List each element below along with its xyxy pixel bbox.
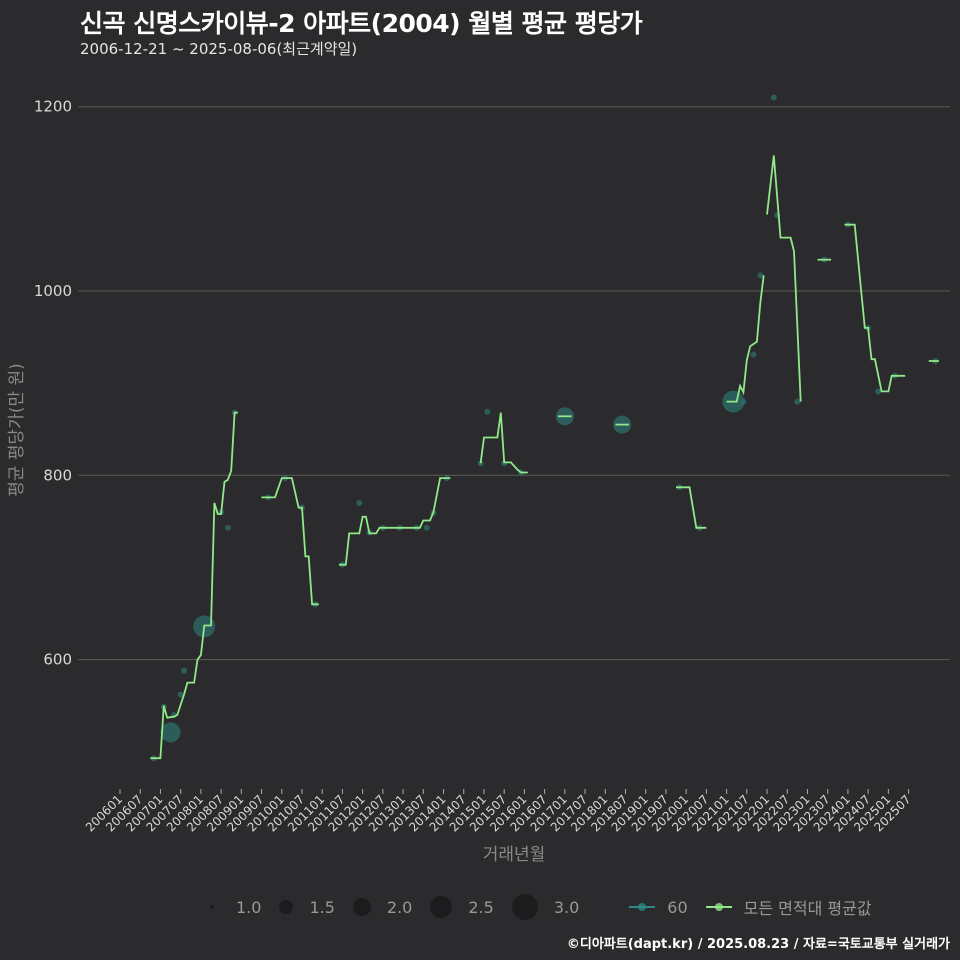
data-point: [875, 388, 882, 395]
data-point: [750, 351, 757, 358]
size-dot-icon: [352, 898, 371, 916]
average-price-line: [844, 223, 906, 393]
average-price-line: [261, 477, 319, 606]
legend-size-3: 3.0: [511, 894, 579, 920]
data-point: [160, 722, 181, 743]
y-tick-label: 600: [43, 651, 72, 669]
source-credit: ©디아파트(dapt.kr) / 2025.08.23 / 자료=국토교통부 실…: [566, 937, 950, 952]
data-point: [177, 691, 184, 698]
legend-size-2-5: 2.5: [430, 896, 494, 918]
legend-size-1-5: 1.5: [279, 898, 335, 917]
legend: 1.0 1.5 2.0 2.5 3.0 60 모든 면적대 평균값: [205, 893, 890, 921]
average-price-line: [766, 155, 802, 402]
size-dot-icon: [210, 905, 214, 909]
data-point: [770, 94, 777, 101]
y-axis: 600 800 1000 1200: [34, 98, 72, 669]
y-tick-label: 1000: [34, 282, 72, 300]
size-dot-icon: [430, 896, 453, 918]
data-point: [181, 667, 188, 674]
size-dot-icon: [279, 900, 294, 914]
legend-size-1: 1.0: [205, 898, 261, 917]
average-price-line: [150, 411, 238, 760]
average-price-line: [479, 412, 528, 474]
y-axis-label: 평균 평당가(만 원): [7, 363, 27, 497]
data-point: [224, 524, 231, 531]
data-point: [484, 408, 491, 415]
data-point: [423, 524, 430, 531]
x-axis-label: 거래년월: [483, 845, 546, 865]
data-point: [740, 398, 747, 405]
average-line: [150, 155, 939, 760]
data-point: [356, 499, 363, 506]
data-point: [794, 398, 801, 405]
y-tick-label: 1200: [34, 98, 72, 116]
average-price-line: [726, 275, 765, 403]
line-marker-icon: [705, 903, 732, 911]
average-price-line: [339, 477, 451, 566]
data-point: [477, 460, 484, 467]
x-axis: 2006012006072007012007072008012008072009…: [83, 789, 914, 835]
data-points: [150, 94, 939, 762]
legend-series-60: 60: [629, 898, 688, 917]
line-marker-icon: [629, 903, 656, 911]
average-price-line: [676, 486, 707, 529]
data-point: [757, 272, 764, 279]
chart-title: 신곡 신명스카이뷰-2 아파트(2004) 월별 평균 평당가: [80, 9, 643, 38]
grid-lines: [78, 106, 950, 661]
legend-series-average: 모든 면적대 평균값: [705, 895, 872, 919]
y-tick-label: 800: [43, 466, 72, 484]
size-dot-icon: [511, 894, 538, 920]
chart-subtitle: 2006-12-21 ~ 2025-08-06(최근계약일): [80, 40, 358, 58]
legend-size-2: 2.0: [352, 898, 412, 917]
